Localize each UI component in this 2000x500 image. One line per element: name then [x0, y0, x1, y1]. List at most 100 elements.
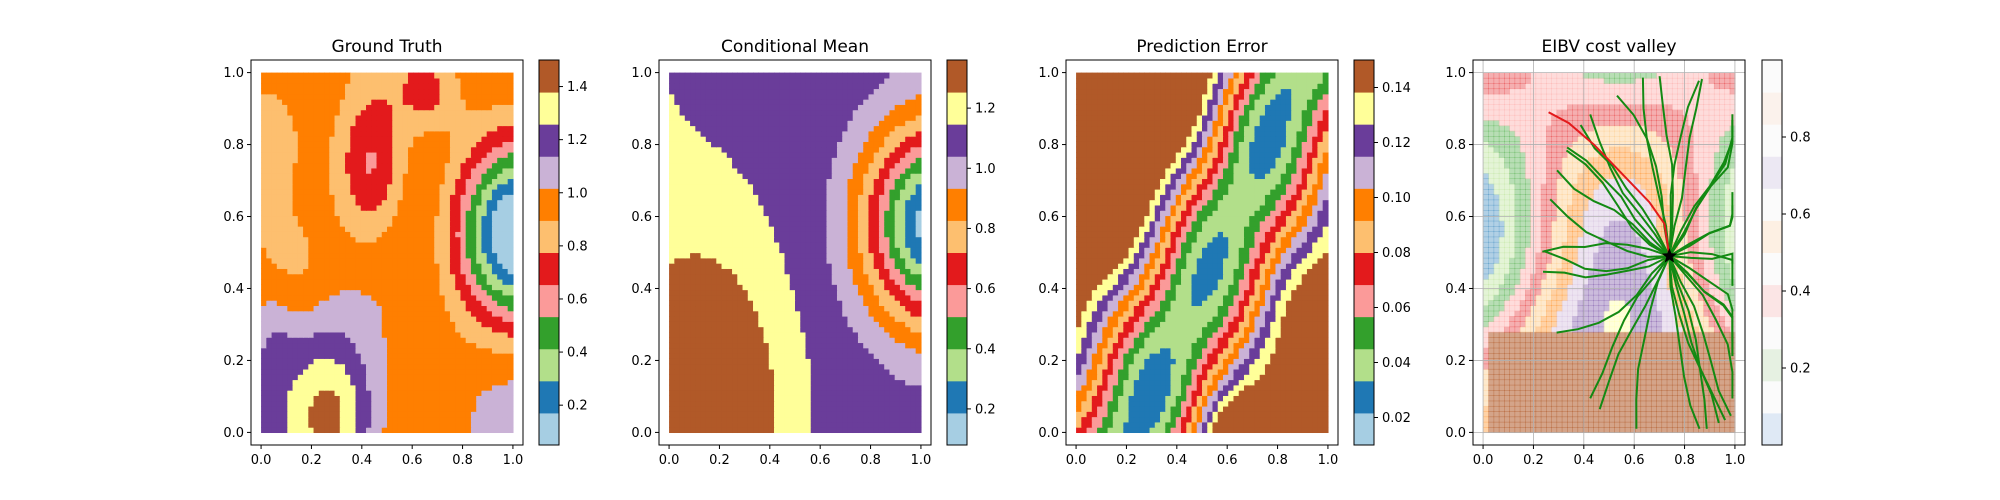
heatmap-cell — [381, 204, 388, 211]
heatmap-cell — [350, 210, 357, 217]
heatmap-cell — [308, 405, 315, 412]
heatmap-cell — [444, 231, 451, 238]
heatmap-cell — [465, 294, 472, 301]
heatmap-cell — [350, 289, 357, 296]
heatmap-cell — [502, 289, 509, 296]
heatmap-cell — [502, 411, 509, 418]
heatmap-cell — [737, 326, 744, 333]
heatmap-cell — [282, 236, 288, 243]
heatmap-cell — [497, 400, 504, 407]
heatmap-cell — [282, 99, 288, 105]
heatmap-cell — [371, 405, 378, 412]
heatmap-cell — [774, 400, 780, 407]
heatmap-cell — [815, 263, 822, 269]
heatmap-cell — [444, 358, 451, 365]
heatmap-cell — [360, 384, 367, 391]
heatmap-cell — [721, 353, 728, 359]
heatmap-cell — [805, 252, 812, 259]
heatmap-cell — [774, 294, 780, 301]
colorbar-tick-label: 1.0 — [567, 186, 588, 201]
heatmap-cell — [387, 400, 393, 407]
heatmap-cell — [261, 241, 267, 248]
heatmap-cell — [669, 263, 675, 269]
heatmap-cell — [418, 104, 425, 111]
heatmap-cell — [768, 358, 775, 365]
heatmap-cell — [266, 93, 273, 100]
heatmap-cell — [910, 342, 917, 349]
heatmap-cell — [371, 125, 378, 132]
heatmap-cell — [695, 374, 702, 381]
heatmap-cell — [795, 305, 801, 312]
heatmap-cell — [476, 72, 483, 79]
heatmap-cell — [486, 157, 493, 164]
heatmap-cell — [428, 215, 435, 222]
heatmap-cell — [297, 411, 304, 418]
heatmap-cell — [716, 337, 723, 344]
heatmap-cell — [868, 310, 875, 317]
heatmap-cell — [507, 167, 514, 174]
heatmap-cell — [329, 99, 336, 105]
heatmap-cell — [276, 390, 283, 396]
heatmap-cell — [486, 125, 493, 132]
heatmap-cell — [392, 273, 399, 280]
heatmap-cell — [366, 337, 372, 344]
heatmap-cell — [276, 273, 283, 280]
heatmap-cell — [486, 183, 493, 190]
heatmap-cell — [873, 363, 880, 370]
heatmap-cell — [271, 326, 278, 333]
heatmap-cell — [413, 167, 420, 174]
heatmap-cell — [287, 347, 294, 354]
heatmap-cell — [345, 284, 351, 291]
heatmap-cell — [684, 400, 691, 407]
heatmap-cell — [779, 263, 786, 269]
heatmap-cell — [376, 141, 383, 148]
heatmap-cell — [339, 157, 346, 164]
heatmap-cell — [868, 400, 875, 407]
heatmap-cell — [800, 411, 807, 418]
heatmap-cell — [470, 368, 477, 375]
heatmap-cell — [324, 83, 330, 90]
heatmap-cell — [857, 427, 864, 434]
heatmap-cell — [695, 405, 702, 412]
heatmap-cell — [805, 326, 812, 333]
heatmap-cell — [392, 189, 399, 195]
heatmap-cell — [371, 157, 378, 164]
heatmap-cell — [303, 427, 309, 434]
heatmap-cell — [397, 321, 404, 328]
heatmap-cell — [705, 363, 712, 370]
heatmap-cell — [460, 257, 467, 264]
heatmap-cell — [313, 146, 320, 153]
heatmap-cell — [329, 257, 336, 264]
heatmap-cell — [831, 305, 838, 312]
colorbar-segment — [539, 220, 559, 253]
heatmap-cell — [387, 353, 393, 359]
heatmap-cell — [439, 263, 446, 269]
heatmap-cell — [318, 395, 325, 402]
heatmap-cell — [821, 416, 828, 423]
heatmap-cell — [684, 421, 691, 428]
heatmap-cell — [308, 220, 315, 227]
heatmap-cell — [899, 390, 906, 396]
heatmap-cell — [507, 178, 514, 185]
heatmap-cell — [418, 358, 425, 365]
heatmap-cell — [303, 77, 309, 84]
heatmap-cell — [413, 252, 420, 259]
heatmap-cell — [800, 263, 807, 269]
heatmap-cell — [366, 289, 372, 296]
heatmap-cell — [428, 337, 435, 344]
heatmap-cell — [266, 167, 273, 174]
heatmap-cell — [863, 257, 870, 264]
heatmap-cell — [491, 305, 498, 312]
heatmap-cell — [758, 379, 765, 386]
heatmap-cell — [674, 331, 681, 338]
heatmap-cell — [292, 252, 299, 259]
heatmap-cell — [486, 130, 493, 137]
heatmap-cell — [418, 321, 425, 328]
heatmap-cell — [460, 427, 467, 434]
heatmap-cell — [397, 83, 404, 90]
heatmap-cell — [261, 427, 267, 434]
heatmap-cell — [313, 347, 320, 354]
heatmap-cell — [460, 114, 467, 121]
heatmap-cell — [334, 300, 341, 307]
heatmap-cell — [470, 390, 477, 396]
